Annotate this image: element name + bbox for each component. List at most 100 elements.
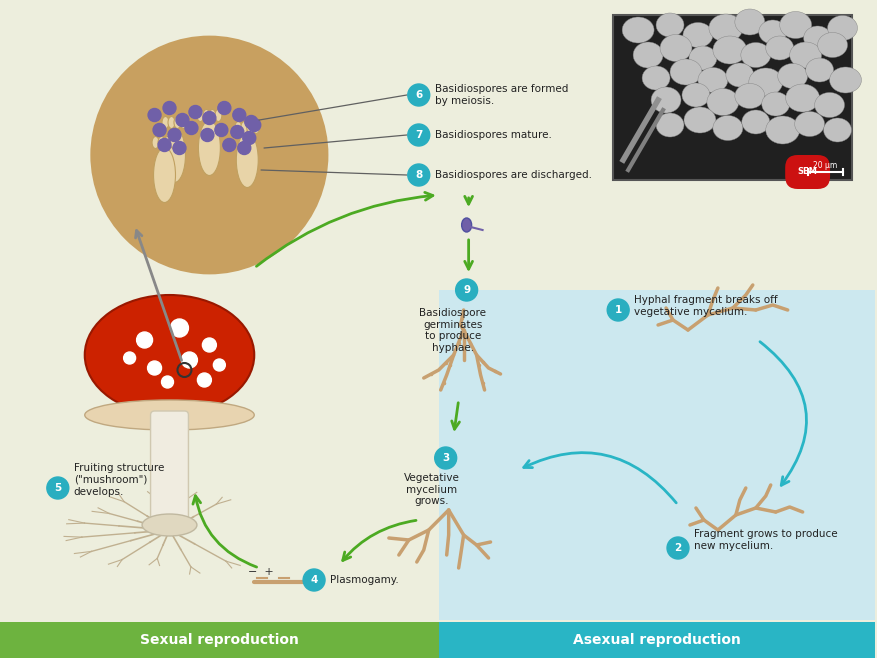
Text: SEM: SEM xyxy=(797,168,816,176)
Ellipse shape xyxy=(246,122,253,134)
Ellipse shape xyxy=(669,59,701,85)
Text: 6: 6 xyxy=(415,90,422,100)
Ellipse shape xyxy=(164,136,171,149)
Ellipse shape xyxy=(180,116,187,128)
Circle shape xyxy=(46,477,68,499)
Ellipse shape xyxy=(758,20,786,44)
Ellipse shape xyxy=(785,84,818,112)
Circle shape xyxy=(158,138,171,151)
Ellipse shape xyxy=(741,110,769,134)
Ellipse shape xyxy=(240,122,247,134)
FancyBboxPatch shape xyxy=(150,411,189,529)
Text: 9: 9 xyxy=(462,285,470,295)
Circle shape xyxy=(203,338,216,352)
Ellipse shape xyxy=(805,58,832,82)
Ellipse shape xyxy=(655,13,683,37)
Circle shape xyxy=(407,164,429,186)
Text: Vegetative
mycelium
grows.: Vegetative mycelium grows. xyxy=(403,473,460,506)
Ellipse shape xyxy=(168,116,175,128)
Circle shape xyxy=(213,359,225,371)
Circle shape xyxy=(147,361,161,375)
Ellipse shape xyxy=(706,88,738,116)
Ellipse shape xyxy=(253,122,260,134)
Circle shape xyxy=(231,126,244,138)
Circle shape xyxy=(185,122,197,134)
Ellipse shape xyxy=(816,32,846,57)
Circle shape xyxy=(168,128,181,141)
Circle shape xyxy=(247,118,260,132)
Text: Fruiting structure
("mushroom")
develops.: Fruiting structure ("mushroom") develops… xyxy=(74,463,164,497)
Ellipse shape xyxy=(779,11,810,39)
Ellipse shape xyxy=(761,92,788,116)
Ellipse shape xyxy=(697,68,727,93)
Ellipse shape xyxy=(814,93,844,118)
Ellipse shape xyxy=(794,111,824,136)
Ellipse shape xyxy=(827,16,857,41)
Circle shape xyxy=(407,84,429,106)
Ellipse shape xyxy=(802,26,831,50)
Circle shape xyxy=(217,101,231,114)
Bar xyxy=(438,290,874,620)
Ellipse shape xyxy=(683,107,715,133)
Ellipse shape xyxy=(461,218,471,232)
Text: −  +: − + xyxy=(248,567,274,577)
Ellipse shape xyxy=(85,295,254,415)
Circle shape xyxy=(667,537,688,559)
Text: 5: 5 xyxy=(54,483,61,493)
Circle shape xyxy=(189,105,202,118)
Text: Basidiospore
germinates
to produce
hyphae.: Basidiospore germinates to produce hypha… xyxy=(418,308,486,353)
Ellipse shape xyxy=(688,46,717,70)
Ellipse shape xyxy=(725,63,753,87)
Circle shape xyxy=(175,113,189,126)
Text: Asexual reproduction: Asexual reproduction xyxy=(573,633,740,647)
Circle shape xyxy=(203,111,216,124)
Text: Basidiospores are discharged.: Basidiospores are discharged. xyxy=(434,170,591,180)
Circle shape xyxy=(607,299,629,321)
Circle shape xyxy=(407,124,429,146)
Circle shape xyxy=(148,109,160,122)
Ellipse shape xyxy=(632,42,662,68)
Ellipse shape xyxy=(712,36,746,64)
Bar xyxy=(0,622,438,658)
Ellipse shape xyxy=(682,22,712,47)
Circle shape xyxy=(197,373,211,387)
Ellipse shape xyxy=(158,136,165,149)
Ellipse shape xyxy=(708,14,742,42)
Text: Basidiospores mature.: Basidiospores mature. xyxy=(434,130,551,140)
Text: Fragment grows to produce
new mycelium.: Fragment grows to produce new mycelium. xyxy=(693,529,837,551)
Circle shape xyxy=(243,132,255,145)
Text: 20 µm: 20 µm xyxy=(812,161,837,170)
Ellipse shape xyxy=(765,116,799,144)
Ellipse shape xyxy=(142,514,196,536)
Ellipse shape xyxy=(829,67,860,93)
Circle shape xyxy=(91,37,326,273)
Text: 2: 2 xyxy=(674,543,681,553)
Ellipse shape xyxy=(174,116,181,128)
Ellipse shape xyxy=(777,64,807,88)
Circle shape xyxy=(170,319,189,337)
Ellipse shape xyxy=(162,116,168,128)
Text: 7: 7 xyxy=(415,130,422,140)
Circle shape xyxy=(161,376,174,388)
Circle shape xyxy=(434,447,456,469)
Circle shape xyxy=(215,124,227,136)
Circle shape xyxy=(124,352,135,364)
Circle shape xyxy=(232,109,246,122)
Text: 4: 4 xyxy=(310,575,317,585)
Bar xyxy=(438,622,874,658)
Ellipse shape xyxy=(198,120,220,176)
Ellipse shape xyxy=(734,84,764,109)
Text: 3: 3 xyxy=(441,453,449,463)
Ellipse shape xyxy=(765,36,793,60)
Ellipse shape xyxy=(788,42,821,68)
Ellipse shape xyxy=(152,136,159,149)
Text: Hyphal fragment breaks off
vegetative mycelium.: Hyphal fragment breaks off vegetative my… xyxy=(633,295,777,316)
Bar xyxy=(612,15,852,180)
Ellipse shape xyxy=(748,68,781,96)
Circle shape xyxy=(238,141,251,155)
Ellipse shape xyxy=(655,113,683,137)
Text: Basidiospores are formed
by meiosis.: Basidiospores are formed by meiosis. xyxy=(434,84,567,106)
Circle shape xyxy=(153,124,166,136)
Circle shape xyxy=(182,352,197,368)
Ellipse shape xyxy=(196,109,203,122)
